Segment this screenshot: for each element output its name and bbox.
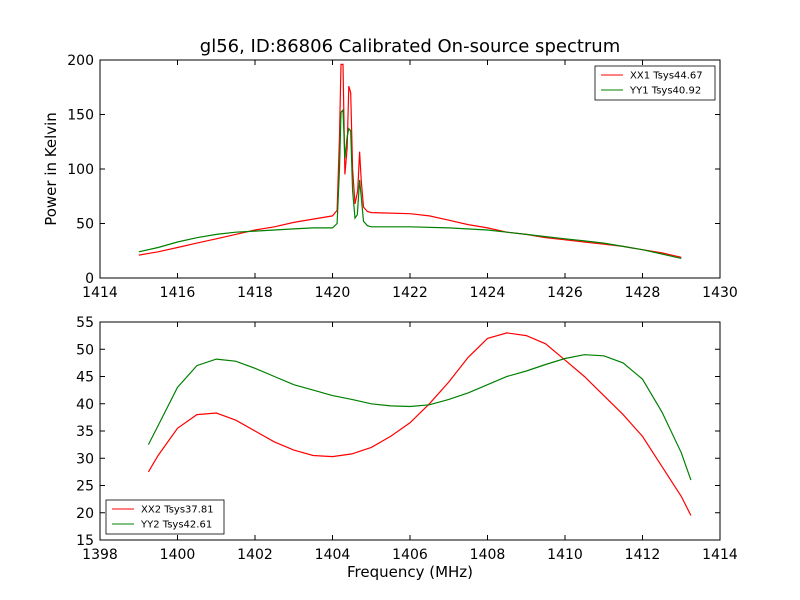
bottom-chart-ticks-layer: 1398 1400 1402 1404 1406 1408 1410 1412 1414 15 20…	[76, 315, 738, 563]
top-chart-x-tick-label: 1422	[392, 285, 428, 301]
bottom-chart-y-tick-label: 35	[76, 424, 94, 440]
top-chart-x-tick-label: 1418	[237, 285, 273, 301]
top-chart-legend: XX1 Tsys44.67 YY1 Tsys40.92	[594, 65, 716, 101]
bottom-chart-y-tick-label: 45	[76, 370, 94, 386]
legend-label-xx2: XX2 Tsys37.81	[141, 505, 214, 516]
top-chart-series-layer	[138, 63, 682, 259]
legend-label-xx1: XX1 Tsys44.67	[630, 71, 703, 82]
top-chart-x-tick-label: 1426	[547, 285, 583, 301]
bottom-chart-y-tick-label: 50	[76, 342, 94, 358]
top-chart-x-tick-label: 1416	[160, 285, 196, 301]
bottom-chart-x-tick-label: 1402	[237, 547, 273, 563]
bottom-chart-x-axis-label: Frequency (MHz)	[347, 563, 473, 581]
bottom-chart-y-tick-label: 25	[76, 479, 94, 495]
top-chart-y-tick-label: 0	[85, 271, 94, 287]
bottom-spectrum-chart: Frequency (MHz) 1398 1400 1402 1404 1406 1408…	[76, 315, 738, 581]
bottom-chart-y-tick-label: 30	[76, 451, 94, 467]
top-chart-x-tick-label: 1420	[315, 285, 351, 301]
bottom-chart-x-tick-label: 1414	[702, 547, 738, 563]
top-chart-x-tick-label: 1414	[82, 285, 118, 301]
bottom-chart-x-tick-label: 1404	[315, 547, 351, 563]
bottom-chart-x-tick-label: 1406	[392, 547, 428, 563]
bottom-chart-y-tick-label: 15	[76, 533, 94, 549]
top-chart-y-tick-label: 200	[67, 53, 94, 69]
bottom-chart-legend-box	[105, 499, 225, 535]
top-chart-plot-frame	[99, 59, 721, 279]
bottom-chart-legend: XX2 Tsys37.81 YY2 Tsys42.61	[105, 499, 225, 535]
legend-label-yy1: YY1 Tsys40.92	[629, 86, 701, 97]
top-chart-y-tick-label: 150	[67, 108, 94, 124]
top-chart-series-line-1	[138, 63, 682, 258]
top-chart-ticks-layer: 1414 1416 1418 1420 1422 1424 1426 1428 1430 0 50 1…	[67, 53, 738, 301]
top-chart-series-line-2	[138, 108, 682, 259]
bottom-chart-plot-frame	[99, 321, 721, 541]
bottom-chart-y-tick-label: 55	[76, 315, 94, 331]
top-chart-title: gl56, ID:86806 Calibrated On-source spec…	[200, 36, 620, 57]
bottom-chart-x-tick-label: 1412	[625, 547, 661, 563]
bottom-chart-y-tick-label: 20	[76, 506, 94, 522]
bottom-chart-series-layer	[147, 332, 692, 516]
top-spectrum-chart: gl56, ID:86806 Calibrated On-source spec…	[42, 36, 738, 301]
top-chart-legend-box	[594, 65, 716, 101]
bottom-chart-x-tick-label: 1410	[547, 547, 583, 563]
top-chart-y-tick-label: 50	[76, 217, 94, 233]
bottom-chart-series-line-1	[147, 332, 692, 516]
bottom-chart-x-tick-label: 1398	[82, 547, 118, 563]
top-chart-x-tick-label: 1424	[470, 285, 506, 301]
top-chart-x-tick-label: 1430	[702, 285, 738, 301]
top-chart-x-tick-label: 1428	[625, 285, 661, 301]
bottom-chart-x-tick-label: 1400	[160, 547, 196, 563]
bottom-chart-y-tick-label: 40	[76, 397, 94, 413]
top-chart-y-tick-label: 100	[67, 162, 94, 178]
top-chart-y-axis-label: Power in Kelvin	[42, 112, 60, 226]
legend-label-yy2: YY2 Tsys42.61	[140, 520, 212, 531]
bottom-chart-x-tick-label: 1408	[470, 547, 506, 563]
bottom-chart-series-line-2	[147, 354, 692, 481]
